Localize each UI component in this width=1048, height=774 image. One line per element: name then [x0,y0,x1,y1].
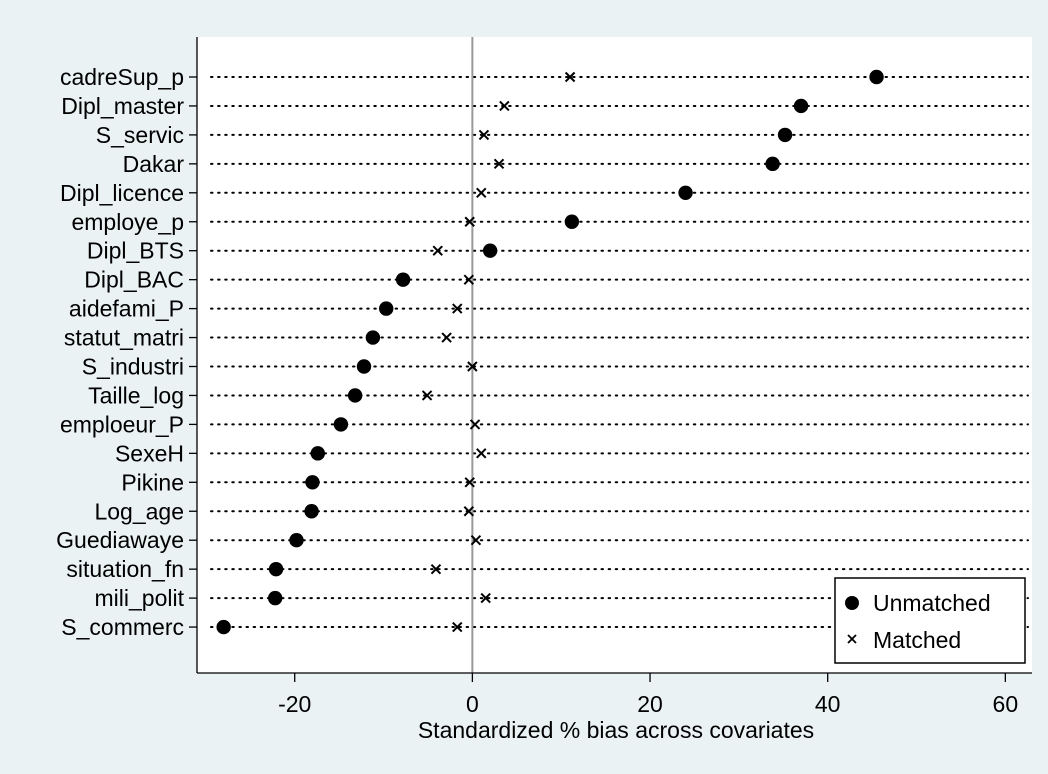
unmatched-point [267,590,283,606]
legend-unmatched-label: Unmatched [873,590,991,616]
matched-point [476,187,487,199]
matched-point [452,303,463,314]
y-tick-label: Log_age [94,498,184,524]
x-tick-label: -20 [278,691,311,717]
unmatched-point [765,156,780,172]
unmatched-point [793,98,809,114]
y-tick-labels: cadreSup_p Dipl_master S_servic Dakar Dipl_l… [56,64,197,640]
y-tick-label: SexeH [115,440,184,466]
matched-point [470,534,482,546]
matched-point [421,390,433,401]
unmatched-point [379,301,394,316]
x-axis-title: Standardized % bias across covariates [418,717,814,743]
legend-box [834,577,1026,664]
y-tick-label: aidefami_P [69,296,184,322]
unmatched-point [395,272,411,287]
y-tick-label: mili_polit [95,585,185,611]
unmatched-point [268,561,284,577]
matched-point [463,506,475,517]
legend-matched-label: Matched [873,627,961,653]
y-tick-label: Dakar [123,151,185,177]
y-tick-label: employe_p [71,209,184,235]
unmatched-point [216,619,231,635]
y-tick-label: S_commerc [61,614,184,640]
legend-unmatched-marker [845,596,859,610]
y-tick-label: Guediawaye [56,527,184,553]
y-tick-label: S_industri [82,354,184,380]
legend-matched-marker [847,634,857,644]
x-tick-label: 60 [993,691,1019,717]
legend: Unmatched Matched [834,577,1026,664]
matched-point [430,563,442,575]
unmatched-point [482,243,498,258]
y-tick-label: Dipl_BTS [87,238,184,264]
unmatched-point [333,417,349,432]
unmatched-point [365,330,381,345]
y-tick-label: statut_matri [64,325,184,351]
matched-point [452,621,463,633]
matched-point [464,216,475,227]
unmatched-point [678,185,693,200]
unmatched-point [347,388,363,403]
unmatched-point [310,446,326,461]
unmatched-point [304,504,319,519]
unmatched-point [289,533,304,548]
y-tick-label: cadreSup_p [60,64,184,90]
matched-point [478,129,490,141]
unmatched-point [777,127,793,143]
unmatched-point [356,359,372,374]
matched-point [564,71,576,83]
y-tick-label: Pikine [121,469,184,495]
matched-point [493,158,505,170]
matched-point [469,419,481,430]
y-tick-label: Taille_log [88,382,184,408]
unmatched-markers [216,69,884,635]
x-ticks: -20 0 20 40 60 [278,673,1018,717]
matched-point [441,332,452,343]
y-tick-label: Dipl_master [61,93,184,119]
matched-point [480,592,491,604]
unmatched-point [869,69,884,85]
x-tick-label: 20 [637,691,663,717]
plot-area [197,37,1032,673]
matched-point [432,245,443,256]
matched-point [467,361,478,372]
y-tick-label: situation_fn [66,556,184,582]
matched-point [463,274,475,285]
x-tick-label: 0 [466,691,479,717]
matched-point [464,477,475,488]
y-tick-label: emploeur_P [60,411,184,437]
matched-point [476,448,487,459]
unmatched-point [564,214,580,229]
matched-point [499,100,510,112]
y-tick-label: S_servic [96,122,184,148]
x-tick-label: 40 [815,691,841,717]
matched-markers [421,71,576,633]
unmatched-point [305,475,320,490]
y-tick-label: Dipl_licence [60,180,184,206]
y-tick-label: Dipl_BAC [84,267,184,293]
